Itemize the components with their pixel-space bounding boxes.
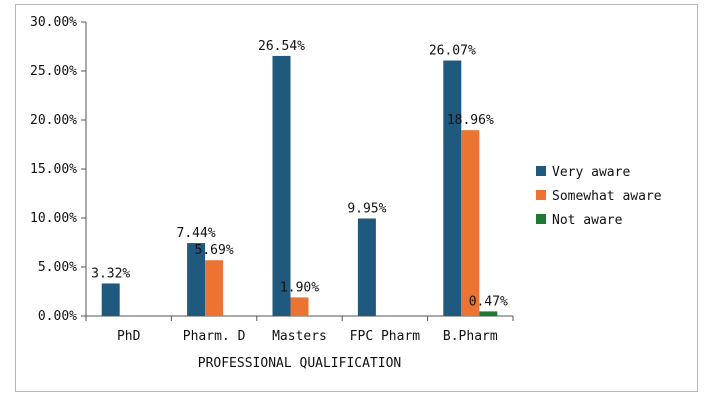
x-tick-label: PhD: [117, 329, 141, 344]
bar: [357, 218, 376, 316]
data-label: 0.47%: [469, 294, 508, 309]
data-label: 5.69%: [195, 243, 234, 258]
bar: [205, 260, 224, 316]
y-tick-label: 10.00%: [30, 211, 77, 226]
bar: [272, 55, 291, 317]
bar: [101, 283, 120, 316]
x-axis-title: PROFESSIONAL QUALIFICATION: [198, 356, 402, 371]
legend-swatch: [536, 190, 546, 200]
data-label: 26.07%: [429, 44, 476, 59]
data-label: 7.44%: [177, 226, 216, 241]
bar: [479, 311, 498, 316]
data-labels: 3.32% 7.44% 5.69% 26.54% 1.90% 9.95% 26.07% 18.…: [91, 39, 508, 309]
x-tick-label: B.Pharm: [443, 329, 498, 344]
data-label: 26.54%: [258, 39, 305, 54]
bar: [187, 243, 206, 316]
x-tick-label: FPC Pharm: [350, 329, 421, 344]
x-tick-label: Pharm. D: [183, 329, 246, 344]
axes: 0.00% 5.00% 10.00% 15.00% 20.00% 25.00% 30.00%…: [30, 15, 514, 344]
y-tick-label: 0.00%: [38, 309, 77, 324]
bar: [461, 130, 480, 316]
legend-swatch: [536, 166, 546, 176]
legend-entry: Somewhat aware: [552, 189, 662, 204]
x-tick-label: Masters: [272, 329, 327, 344]
chart-frame: [15, 4, 698, 392]
bar: [443, 60, 462, 316]
data-label: 3.32%: [91, 266, 130, 281]
data-label: 9.95%: [347, 201, 386, 216]
legend-entry: Not aware: [552, 213, 623, 228]
y-tick-label: 30.00%: [30, 15, 77, 30]
bars: [101, 55, 498, 317]
y-tick-label: 15.00%: [30, 162, 77, 177]
y-tick-label: 5.00%: [38, 260, 77, 275]
data-label: 1.90%: [280, 280, 319, 295]
bar: [290, 297, 309, 316]
y-tick-label: 25.00%: [30, 64, 77, 79]
data-label: 18.96%: [447, 113, 494, 128]
legend: Very aware Somewhat aware Not aware: [536, 165, 662, 228]
legend-swatch: [536, 214, 546, 224]
legend-entry: Very aware: [552, 165, 630, 180]
y-tick-label: 20.00%: [30, 113, 77, 128]
